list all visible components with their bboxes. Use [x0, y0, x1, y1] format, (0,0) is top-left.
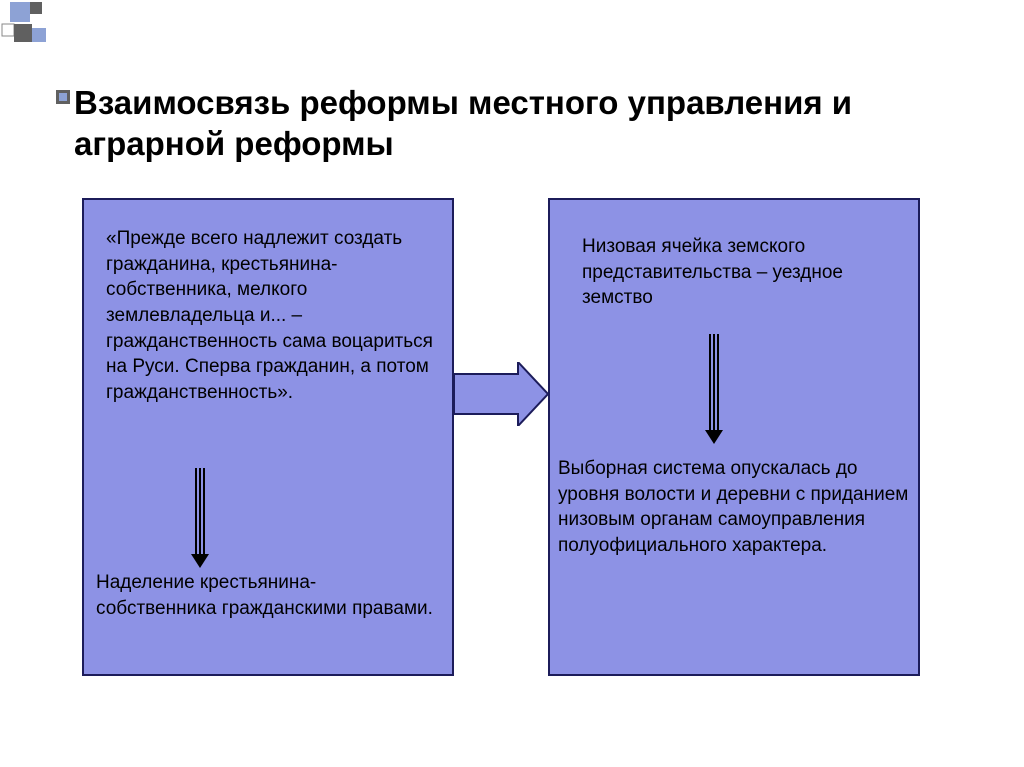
left-arrow-svg — [189, 468, 211, 568]
title-bullet — [56, 90, 70, 104]
slide-title: Взаимосвязь реформы местного управления … — [74, 82, 954, 165]
left-bottom-text: Наделение крестьянина-собственника гражд… — [96, 570, 436, 621]
mid-arrow-svg — [454, 362, 548, 426]
right-arrow-svg — [703, 334, 725, 444]
right-down-arrow — [703, 334, 725, 444]
corner-decoration — [0, 0, 80, 50]
left-quote-text: «Прежде всего надлежит создать гражданин… — [106, 226, 436, 405]
right-top-text: Низовая ячейка земского представительств… — [582, 234, 902, 311]
right-bottom-text: Выборная система опускалась до уровня во… — [558, 456, 918, 559]
left-down-arrow — [189, 468, 211, 568]
mid-right-arrow — [454, 362, 548, 426]
corner-squares-svg — [0, 0, 80, 50]
bullet-svg — [56, 90, 70, 104]
